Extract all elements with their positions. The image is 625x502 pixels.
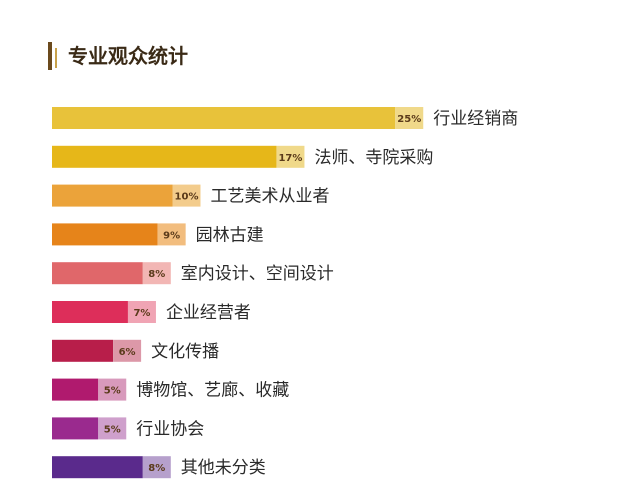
bar-value-label-4: 9% [163, 230, 180, 241]
bar-value-label-8: 5% [104, 386, 121, 397]
bar-value-label-7: 6% [119, 347, 136, 358]
bar-value-box-10 [142, 456, 171, 479]
bar-value-label-3: 10% [175, 192, 199, 203]
chart-title: 专业观众统计 [68, 44, 188, 68]
title-accent-bar [48, 42, 52, 70]
bar-8 [52, 378, 99, 401]
category-label-7: 文化传播 [151, 342, 219, 362]
category-label-8: 博物馆、艺廊、收藏 [136, 381, 289, 401]
category-label-10: 其他未分类 [181, 458, 266, 478]
bar-1 [52, 107, 396, 129]
bar-value-box-7 [113, 339, 142, 362]
bar-value-box-2 [276, 145, 305, 168]
category-label-3: 工艺美术从业者 [211, 187, 330, 207]
bar-value-label-10: 8% [148, 463, 165, 474]
bar-value-box-8 [98, 378, 127, 401]
bar-7 [52, 339, 114, 362]
bar-2 [52, 145, 277, 168]
bar-value-box-4 [157, 223, 186, 246]
bar-value-box-6 [127, 301, 156, 323]
bar-value-label-2: 17% [278, 153, 302, 164]
bar-6 [52, 301, 128, 323]
bar-5 [52, 262, 143, 285]
bar-10 [52, 456, 143, 479]
category-label-9: 行业协会 [136, 419, 204, 439]
bar-9 [52, 417, 99, 440]
bar-4 [52, 223, 158, 246]
bar-value-label-5: 8% [148, 269, 165, 280]
bar-value-box-9 [98, 417, 127, 440]
bar-value-box-1 [395, 107, 424, 129]
bar-value-label-6: 7% [133, 308, 150, 319]
bar-3 [52, 184, 173, 207]
bar-value-box-3 [172, 184, 201, 207]
bar-value-box-5 [142, 262, 171, 285]
category-label-5: 室内设计、空间设计 [181, 264, 334, 284]
bar-value-label-9: 5% [104, 424, 121, 435]
bar-value-label-1: 25% [397, 114, 421, 125]
category-label-1: 行业经销商 [433, 109, 518, 129]
category-label-2: 法师、寺院采购 [314, 148, 433, 168]
category-label-6: 企业经营者 [166, 303, 251, 323]
title-accent-bar-secondary [55, 48, 57, 68]
category-label-4: 园林古建 [196, 225, 264, 245]
